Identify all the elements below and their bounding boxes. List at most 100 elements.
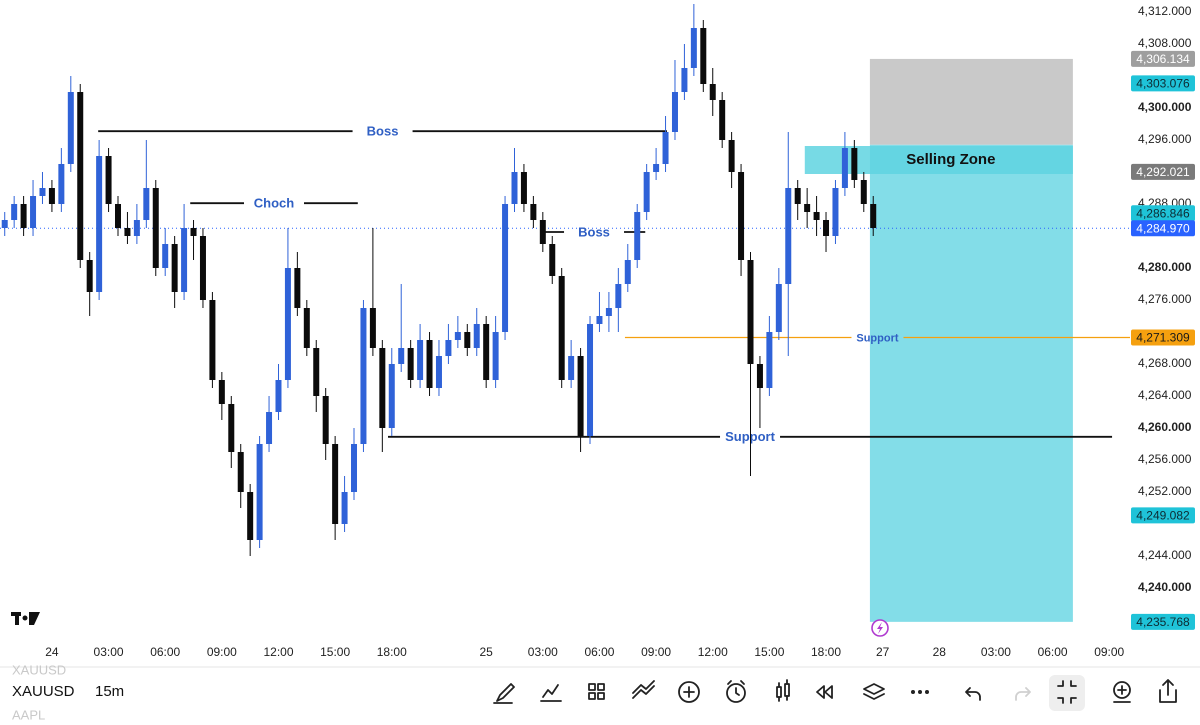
- object-tree[interactable]: [1113, 681, 1131, 703]
- faded-symbol: AAPL: [12, 707, 45, 720]
- candle-body: [587, 324, 594, 436]
- undo[interactable]: [965, 687, 981, 701]
- price-badge: [1131, 220, 1195, 237]
- candle-body: [398, 348, 405, 364]
- fullscreen-bg[interactable]: [1049, 675, 1085, 711]
- x-tick-label: 06:00: [584, 645, 614, 659]
- candle-body: [105, 156, 112, 204]
- candle-body: [124, 228, 131, 236]
- x-tick-label: 15:00: [754, 645, 784, 659]
- candle-body: [171, 244, 178, 292]
- candle-body: [181, 228, 188, 292]
- candle-body: [143, 188, 150, 220]
- candle-body: [407, 348, 414, 380]
- layers[interactable]: [863, 683, 885, 700]
- annotation-label: Support: [856, 332, 898, 344]
- candle-body: [634, 212, 641, 260]
- share[interactable]: [1159, 679, 1177, 703]
- chart-type[interactable]: [776, 679, 790, 702]
- candle-body: [738, 172, 745, 260]
- candle-body: [454, 332, 461, 340]
- candle-body: [615, 284, 622, 308]
- candle-body: [700, 28, 707, 84]
- y-tick-label: 4,312.000: [1138, 4, 1192, 18]
- price-badge-label: 4,284.970: [1136, 221, 1190, 235]
- price-badge-label: 4,306.134: [1136, 52, 1190, 66]
- more[interactable]: [911, 690, 929, 694]
- faded-symbol: XAUUSD: [12, 662, 66, 677]
- price-badge: [1131, 50, 1195, 67]
- candle-body: [728, 140, 735, 172]
- toolbar: XAUUSD XAUUSD 15m AAPL: [0, 662, 1200, 722]
- price-badge-label: 4,292.021: [1136, 165, 1190, 179]
- price-badge-label: 4,249.082: [1136, 509, 1190, 523]
- y-tick-label: 4,276.000: [1138, 292, 1192, 306]
- y-tick-label: 4,308.000: [1138, 36, 1192, 50]
- x-tick-label: 25: [479, 645, 493, 659]
- candle-body: [860, 180, 867, 204]
- candle-body: [577, 356, 584, 436]
- candle-body: [379, 348, 386, 428]
- candle-body: [785, 188, 792, 284]
- symbol[interactable]: XAUUSD: [12, 683, 75, 700]
- y-tick-label: 4,252.000: [1138, 484, 1192, 498]
- candle-body: [20, 204, 27, 228]
- price-badge-label: 4,286.846: [1136, 206, 1190, 220]
- candle-body: [823, 220, 830, 236]
- candle-body: [417, 340, 424, 380]
- x-tick-label: 24: [45, 645, 59, 659]
- trend-tool[interactable]: [632, 680, 655, 699]
- brush-tool[interactable]: [493, 683, 515, 704]
- candle-body: [351, 444, 358, 492]
- candle-body: [266, 412, 273, 444]
- interval[interactable]: 15m: [95, 683, 124, 700]
- candle-body: [719, 100, 726, 140]
- alert-icon[interactable]: [871, 619, 889, 637]
- candle-body: [209, 300, 216, 380]
- candle-body: [133, 220, 140, 236]
- annotation-label: Boss: [578, 224, 610, 239]
- candle-body: [1, 220, 8, 228]
- candle-body: [247, 492, 254, 540]
- indicators[interactable]: [540, 684, 562, 702]
- x-tick-label: 09:00: [207, 645, 237, 659]
- add[interactable]: [678, 681, 700, 703]
- candle-body: [671, 92, 678, 132]
- candle-body: [58, 164, 65, 204]
- x-tick-label: 12:00: [698, 645, 728, 659]
- layout[interactable]: [588, 683, 605, 700]
- candle-body: [832, 188, 839, 236]
- candle-body: [48, 188, 55, 204]
- candle-body: [530, 204, 537, 220]
- candle-body: [218, 380, 225, 404]
- price-axis: 4,312.000 4,308.000 4,300.000 4,296.000 4,28…: [1131, 4, 1195, 630]
- candle-body: [435, 356, 442, 388]
- x-tick-label: 28: [933, 645, 947, 659]
- candle-body: [709, 84, 716, 100]
- alarm[interactable]: [726, 680, 746, 703]
- candle-body: [96, 156, 103, 292]
- candle-body: [388, 364, 395, 428]
- x-tick-label: 12:00: [263, 645, 293, 659]
- price-badge-label: 4,235.768: [1136, 615, 1190, 629]
- candle-body: [67, 92, 74, 164]
- x-tick-label: 03:00: [981, 645, 1011, 659]
- candle-body: [568, 356, 575, 380]
- zone-label: Selling Zone: [906, 151, 995, 168]
- candle-body: [313, 348, 320, 396]
- candle-body: [804, 204, 811, 212]
- candle-body: [275, 380, 282, 412]
- replay[interactable]: [816, 685, 833, 699]
- candle-body: [539, 220, 546, 244]
- redo[interactable]: [1015, 687, 1031, 701]
- candle-body: [11, 204, 18, 220]
- fullscreen[interactable]: [1057, 680, 1077, 704]
- candle-body: [77, 92, 84, 260]
- candle-body: [341, 492, 348, 524]
- candle-body: [332, 444, 339, 524]
- price-badge-label: 4,303.076: [1136, 77, 1190, 91]
- annotation-label: Boss: [367, 124, 399, 139]
- x-tick-label: 09:00: [641, 645, 671, 659]
- plot-area: Selling ZoneBossChochBossSupportSupport: [0, 4, 1130, 622]
- x-tick-label: 27: [876, 645, 890, 659]
